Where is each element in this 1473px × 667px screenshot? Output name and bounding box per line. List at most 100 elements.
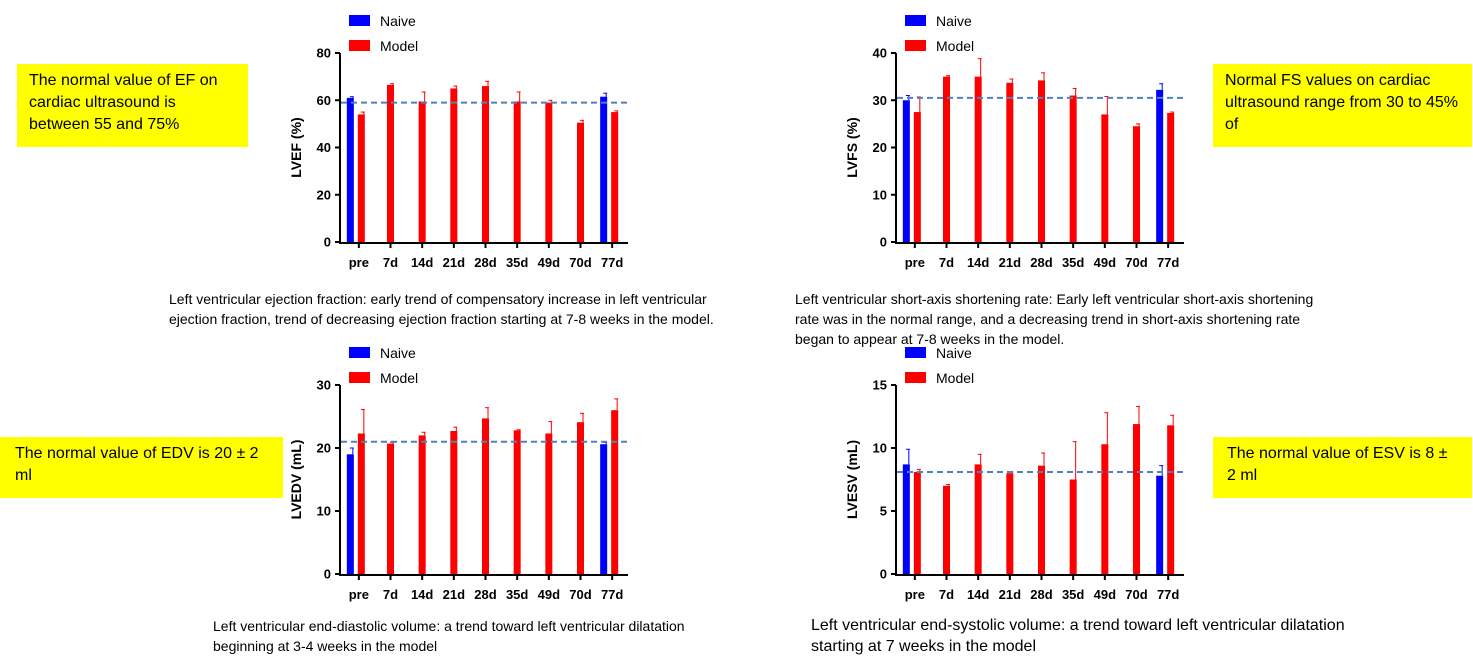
y-axis-label: LVEF (%) [288, 117, 304, 177]
y-tick-label: 10 [317, 504, 331, 519]
y-tick-label: 30 [317, 378, 331, 393]
model-bar [1101, 114, 1109, 242]
model-bar [974, 76, 982, 242]
y-axis-label: LVEDV (mL) [288, 440, 304, 520]
model-bar [577, 422, 584, 574]
x-tick-label: 21d [999, 255, 1021, 270]
model-bar [1069, 95, 1077, 243]
y-tick-label: 0 [880, 567, 887, 582]
x-tick-label: 28d [474, 587, 496, 602]
naive-bar [346, 454, 354, 574]
model-bar [943, 485, 950, 574]
x-tick-label: pre [349, 255, 369, 270]
y-tick-label: 20 [317, 187, 331, 202]
model-bar [913, 471, 921, 574]
legend-swatch-naive [905, 15, 926, 26]
model-bar [482, 418, 489, 574]
y-tick-label: 5 [880, 504, 887, 519]
x-tick-label: pre [905, 255, 925, 270]
model-bar [1167, 425, 1175, 574]
y-tick-label: 40 [873, 46, 887, 61]
x-tick-label: 14d [411, 587, 433, 602]
naive-bar [902, 464, 910, 574]
x-tick-label: 49d [1094, 587, 1116, 602]
y-tick-label: 40 [317, 140, 331, 155]
esv-normal-note: The normal value of ESV is 8 ± 2 ml [1213, 437, 1472, 498]
y-tick-label: 10 [873, 187, 887, 202]
model-bar [913, 112, 921, 242]
x-tick-label: 77d [601, 255, 623, 270]
legend-swatch-model [905, 372, 926, 383]
esv-caption: Left ventricular end-systolic volume: a … [811, 617, 1345, 655]
model-bar [545, 433, 553, 574]
y-tick-label: 0 [324, 235, 331, 250]
legend-swatch-naive [349, 347, 370, 358]
x-tick-label: 49d [538, 255, 560, 270]
legend-swatch-naive [905, 347, 926, 358]
model-bar [450, 88, 458, 242]
x-tick-label: 77d [1157, 255, 1179, 270]
model-bar [387, 84, 394, 242]
legend-label-model: Model [380, 38, 418, 54]
y-tick-label: 10 [873, 441, 887, 456]
model-bar [387, 443, 394, 574]
y-tick-label: 20 [873, 140, 887, 155]
model-bar [1069, 479, 1077, 574]
y-tick-label: 80 [317, 46, 331, 61]
model-bar [1006, 473, 1014, 574]
legend-swatch-naive [349, 15, 370, 26]
legend-label-naive: Naive [380, 345, 416, 361]
model-bar [1133, 424, 1140, 574]
legend-label-model: Model [936, 38, 974, 54]
x-tick-label: 70d [569, 587, 591, 602]
ef-normal-note: The normal value of EF on cardiac ultras… [17, 64, 248, 147]
model-bar [357, 433, 365, 574]
x-tick-label: 28d [1030, 587, 1052, 602]
x-tick-label: 70d [1125, 587, 1147, 602]
model-bar [513, 101, 521, 243]
x-tick-label: 21d [443, 255, 465, 270]
legend-label-naive: Naive [380, 13, 416, 29]
x-tick-label: 35d [1062, 255, 1084, 270]
x-tick-label: 77d [601, 587, 623, 602]
naive-bar [902, 100, 910, 242]
y-tick-label: 30 [873, 93, 887, 108]
y-tick-label: 0 [324, 567, 331, 582]
model-bar [1133, 126, 1140, 242]
legend-swatch-model [349, 40, 370, 51]
x-tick-label: 77d [1157, 587, 1179, 602]
fs-normal-note: Normal FS values on cardiac ultrasound r… [1213, 64, 1472, 147]
model-bar [974, 464, 982, 574]
x-tick-label: 14d [411, 255, 433, 270]
x-tick-label: 28d [1030, 255, 1052, 270]
x-tick-label: 28d [474, 255, 496, 270]
y-axis-label: LVFS (%) [844, 117, 860, 177]
x-tick-label: 35d [506, 255, 528, 270]
x-tick-label: 35d [1062, 587, 1084, 602]
model-bar [943, 76, 950, 242]
naive-bar [1156, 475, 1164, 574]
x-tick-label: 7d [383, 587, 398, 602]
x-tick-label: pre [905, 587, 925, 602]
x-tick-label: 35d [506, 587, 528, 602]
edv-caption: Left ventricular end-diastolic volume: a… [213, 618, 685, 654]
legend-swatch-model [905, 40, 926, 51]
y-tick-label: 20 [317, 441, 331, 456]
legend-label-naive: Naive [936, 13, 972, 29]
naive-bar [600, 96, 608, 242]
legend-label-model: Model [380, 370, 418, 386]
legend-label-model: Model [936, 370, 974, 386]
legend-label-naive: Naive [936, 345, 972, 361]
model-bar [418, 435, 426, 574]
naive-bar [1156, 89, 1164, 242]
naive-bar [346, 97, 354, 242]
model-bar [1167, 113, 1175, 242]
model-bar [418, 101, 426, 243]
x-tick-label: 7d [939, 255, 954, 270]
y-tick-label: 0 [880, 235, 887, 250]
edv-normal-note: The normal value of EDV is 20 ± 2 ml [0, 437, 283, 498]
model-bar [611, 112, 619, 242]
